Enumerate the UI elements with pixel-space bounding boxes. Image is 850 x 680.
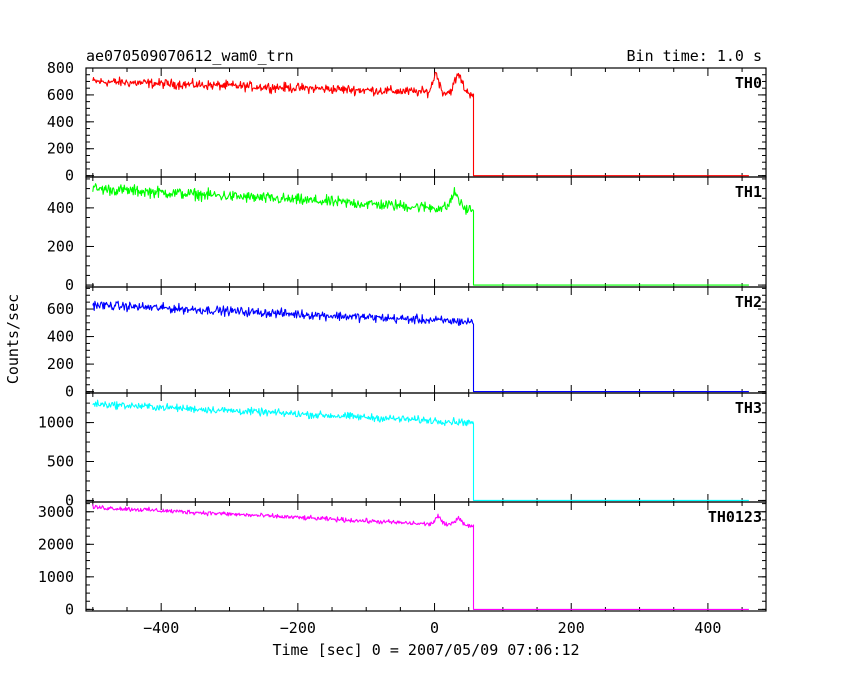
x-axis-label: Time [sec] 0 = 2007/05/09 07:06:12 [272, 641, 579, 659]
y-tick-label: 0 [65, 491, 74, 509]
series-label-th0123: TH0123 [708, 508, 762, 526]
series-line-th0 [92, 71, 749, 177]
y-tick-label: 400 [47, 328, 74, 346]
series-line-th0123 [92, 504, 749, 610]
y-tick-label: 0 [65, 167, 74, 185]
y-tick-label: 500 [47, 453, 74, 471]
panel-frame-th2 [85, 286, 767, 394]
y-tick-label: 1000 [38, 568, 74, 586]
x-tick-label: 0 [430, 619, 439, 637]
series-line-th1 [92, 183, 749, 286]
y-tick-label: 600 [47, 86, 74, 104]
series-line-th2 [92, 300, 749, 393]
x-tick-label: −200 [280, 619, 316, 637]
x-tick-label: 200 [558, 619, 585, 637]
y-tick-label: 1000 [38, 414, 74, 432]
series-line-th3 [92, 399, 749, 501]
panel-frame-th0123 [85, 501, 767, 612]
y-tick-label: 400 [47, 113, 74, 131]
series-label-th3: TH3 [735, 399, 762, 417]
x-tick-label: 400 [694, 619, 721, 637]
y-tick-label: 400 [47, 199, 74, 217]
y-tick-label: 0 [65, 383, 74, 401]
y-tick-label: 0 [65, 276, 74, 294]
y-tick-label: 200 [47, 140, 74, 158]
series-label-th0: TH0 [735, 74, 762, 92]
y-tick-label: 600 [47, 300, 74, 318]
panels-group: 0 200 400 600 800 TH0 0 200 400 TH1 0 200 400 600 TH2 0… [38, 59, 767, 637]
y-tick-label: 200 [47, 355, 74, 373]
y-tick-label: 2000 [38, 535, 74, 553]
bin-time-label: Bin time: 1.0 s [627, 47, 762, 65]
series-label-th1: TH1 [735, 183, 762, 201]
x-tick-label: −400 [143, 619, 179, 637]
series-label-th2: TH2 [735, 293, 762, 311]
y-tick-label: 0 [65, 600, 74, 618]
plot-title: ae070509070612_wam0_trn [86, 47, 294, 65]
y-tick-label: 3000 [38, 503, 74, 521]
y-tick-label: 800 [47, 59, 74, 77]
y-axis-label: Counts/sec [4, 294, 22, 384]
y-tick-label: 200 [47, 237, 74, 255]
